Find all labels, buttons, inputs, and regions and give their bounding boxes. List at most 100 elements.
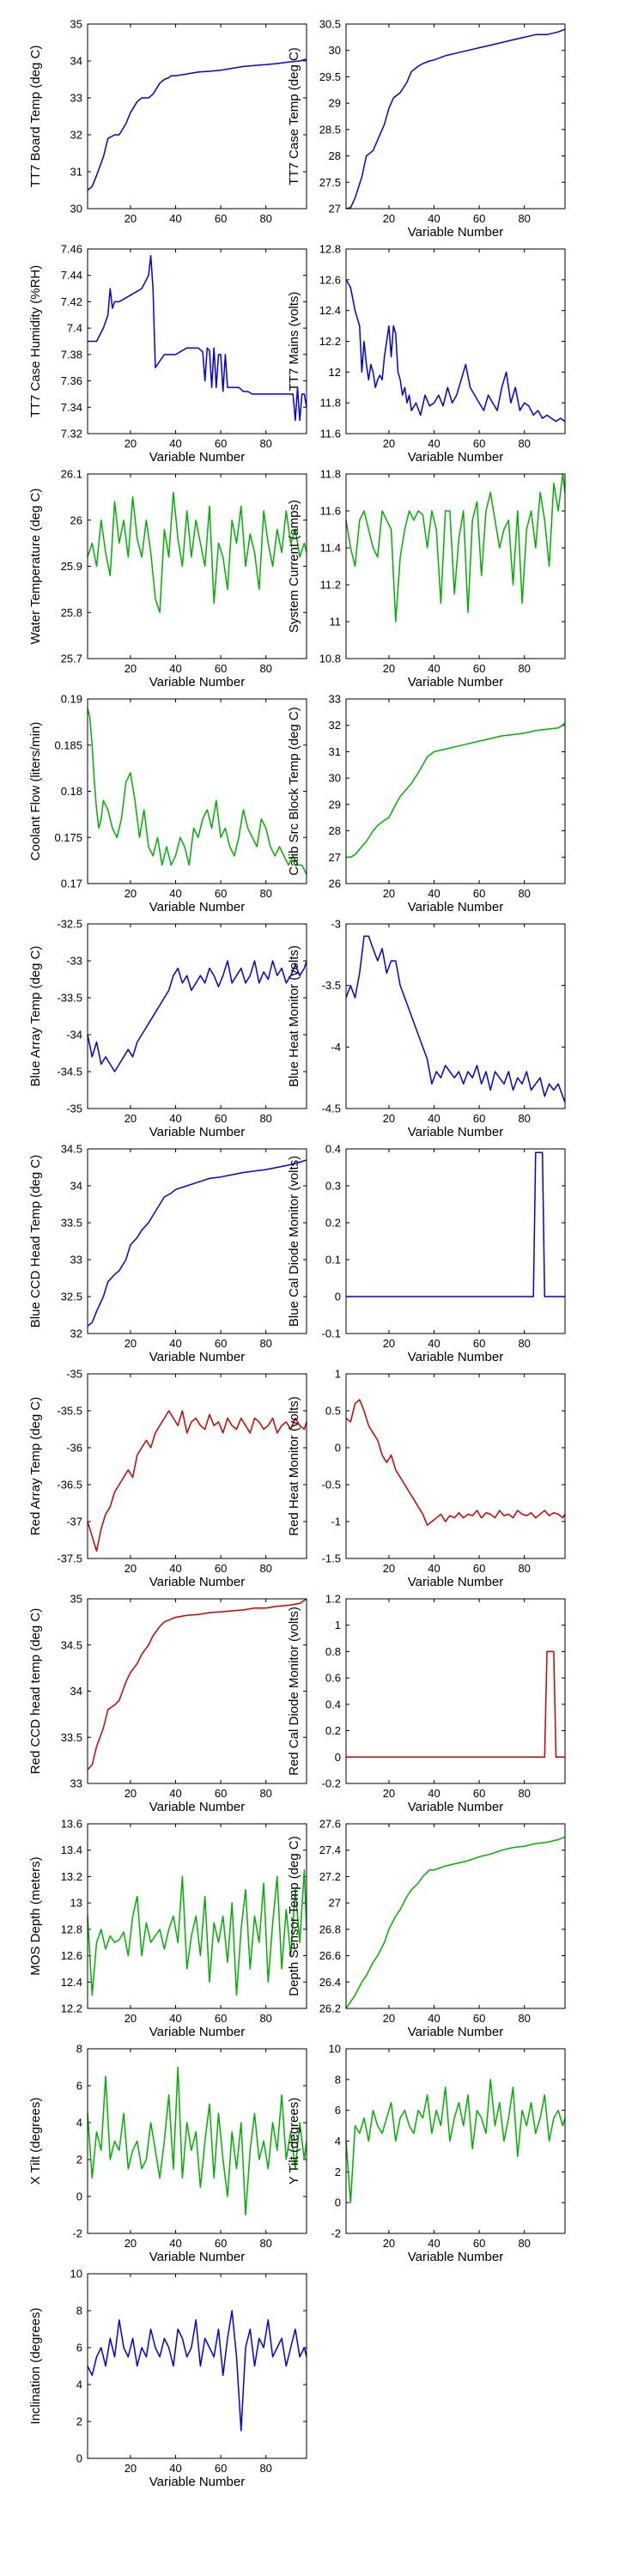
y-axis-label: TT7 Mains (volts)	[287, 292, 301, 392]
y-tick-label: 27.6	[319, 1818, 341, 1831]
x-axis-label: Variable Number	[149, 900, 245, 914]
x-tick-label: 20	[125, 1337, 137, 1350]
y-tick-label: 27.4	[319, 1844, 341, 1856]
x-tick-label: 60	[215, 437, 227, 450]
x-tick-label: 40	[169, 2462, 181, 2475]
y-tick-label: 0.1	[325, 1254, 341, 1267]
x-tick-label: 40	[169, 1787, 181, 1800]
x-tick-label: 20	[125, 2462, 137, 2475]
chart-panel: 26 27 28 29 30 31 32 33 20 40 60 80 Calib Src Block …	[287, 693, 566, 914]
x-tick-label: 80	[518, 1562, 530, 1575]
x-tick-label: 40	[169, 2012, 181, 2025]
y-tick-label: 6	[76, 2342, 82, 2354]
y-tick-label: 12.6	[61, 1949, 82, 1962]
series-line	[87, 58, 307, 191]
x-tick-label: 20	[125, 2012, 137, 2025]
axes-box	[87, 1148, 307, 1334]
axes-box	[87, 698, 307, 884]
x-tick-label: 20	[383, 2237, 395, 2250]
y-tick-label: 11.4	[320, 542, 341, 555]
x-tick-label: 40	[428, 2012, 440, 2025]
x-tick-label: 40	[169, 1112, 181, 1125]
chart-panel: 25.7 25.8 25.9 26 26.1 20 40 60 80 Water Temperat…	[28, 468, 307, 690]
y-tick-label: 7.46	[61, 243, 82, 256]
y-tick-label: 29	[329, 97, 341, 110]
y-tick-label: 34	[70, 1685, 82, 1698]
y-tick-label: 33	[70, 1777, 82, 1790]
x-tick-label: 40	[169, 2237, 181, 2250]
x-tick-label: 80	[259, 2462, 271, 2475]
y-axis-label: Red Heat Monitor (volts)	[287, 1396, 301, 1536]
chart-panel: 7.32 7.34 7.36 7.38 7.4 7.42 7.44 7.46 20 40 60 80 T…	[28, 243, 307, 465]
x-tick-label: 80	[518, 887, 530, 900]
chart-panel: -1.5 -1 -0.5 0 0.5 1 20 40 60 80 Red Heat Monitor …	[287, 1368, 566, 1589]
x-axis-label: Variable Number	[149, 2250, 245, 2264]
chart-panel: -37.5 -37 -36.5 -36 -35.5 -35 20 40 60 80 Red Arra…	[28, 1368, 307, 1589]
y-tick-label: 0	[335, 1751, 341, 1764]
axes-box	[345, 1373, 566, 1559]
axes-box	[345, 1148, 566, 1334]
y-tick-label: 6	[335, 2104, 341, 2117]
x-tick-label: 80	[518, 2237, 530, 2250]
y-tick-label: 12.8	[61, 1923, 82, 1935]
chart-panel: 26.2 26.4 26.6 26.8 27 27.2 27.4 27.6 20 40 60 80 De…	[287, 1818, 566, 2039]
x-tick-label: 60	[473, 1112, 485, 1125]
chart-panel: 30 31 32 33 34 35 20 40 60 80 TT7 Board Temp (deg …	[28, 18, 307, 225]
axes-box	[87, 1373, 307, 1559]
x-tick-label: 60	[473, 1337, 485, 1350]
x-tick-label: 40	[428, 437, 440, 450]
y-tick-label: 11.6	[320, 428, 341, 440]
y-tick-label: 0.18	[61, 785, 82, 798]
y-tick-label: 0.185	[54, 738, 82, 751]
y-tick-label: -2	[72, 2227, 82, 2240]
y-tick-label: -37.5	[57, 1552, 82, 1565]
y-axis-label: Inclination (degrees)	[28, 2308, 43, 2425]
x-tick-label: 60	[473, 1787, 485, 1800]
y-tick-label: 2	[335, 2166, 341, 2178]
series-line	[87, 960, 307, 1072]
y-tick-label: 4	[335, 2135, 341, 2148]
y-tick-label: 13	[70, 1897, 82, 1910]
y-tick-label: 12.2	[319, 335, 341, 348]
y-tick-label: -1	[331, 1516, 341, 1528]
y-tick-label: 30.5	[319, 18, 341, 31]
y-tick-label: 0.4	[325, 1698, 341, 1710]
y-tick-label: 11.2	[320, 579, 341, 592]
y-tick-label: 10.8	[319, 653, 341, 665]
y-tick-label: 13.2	[61, 1870, 82, 1883]
y-tick-label: 6	[76, 2080, 82, 2093]
x-tick-label: 60	[473, 212, 485, 225]
x-tick-label: 80	[259, 212, 271, 225]
series-line	[87, 2310, 307, 2432]
y-tick-label: 31	[70, 166, 82, 179]
y-tick-label: 11.8	[320, 397, 341, 410]
y-tick-label: 0	[335, 2196, 341, 2209]
x-tick-label: 80	[259, 1787, 271, 1800]
x-tick-label: 80	[259, 2237, 271, 2250]
y-tick-label: 26	[70, 513, 82, 526]
x-tick-label: 80	[518, 212, 530, 225]
x-tick-label: 80	[259, 1562, 271, 1575]
y-axis-label: Blue Array Temp (deg C)	[28, 946, 43, 1087]
x-tick-label: 60	[473, 662, 485, 675]
x-axis-label: Variable Number	[149, 1350, 245, 1364]
x-tick-label: 40	[428, 887, 440, 900]
x-tick-label: 60	[215, 212, 227, 225]
x-tick-label: 80	[518, 1112, 530, 1125]
y-tick-label: -1.5	[322, 1552, 341, 1565]
x-axis-label: Variable Number	[408, 1350, 503, 1364]
y-tick-label: 0.3	[325, 1180, 341, 1193]
x-tick-label: 60	[215, 2462, 227, 2475]
x-tick-label: 60	[473, 887, 485, 900]
x-tick-label: 80	[518, 1787, 530, 1800]
x-tick-label: 60	[473, 1562, 485, 1575]
x-tick-label: 60	[215, 1337, 227, 1350]
x-axis-label: Variable Number	[408, 1575, 503, 1589]
axes-box	[345, 1823, 566, 2009]
x-axis-label: Variable Number	[149, 2475, 245, 2489]
series-line	[87, 491, 307, 613]
series-line	[345, 279, 566, 422]
y-tick-label: -36	[66, 1442, 82, 1455]
y-tick-label: 35	[70, 18, 82, 31]
x-tick-label: 60	[473, 437, 485, 450]
